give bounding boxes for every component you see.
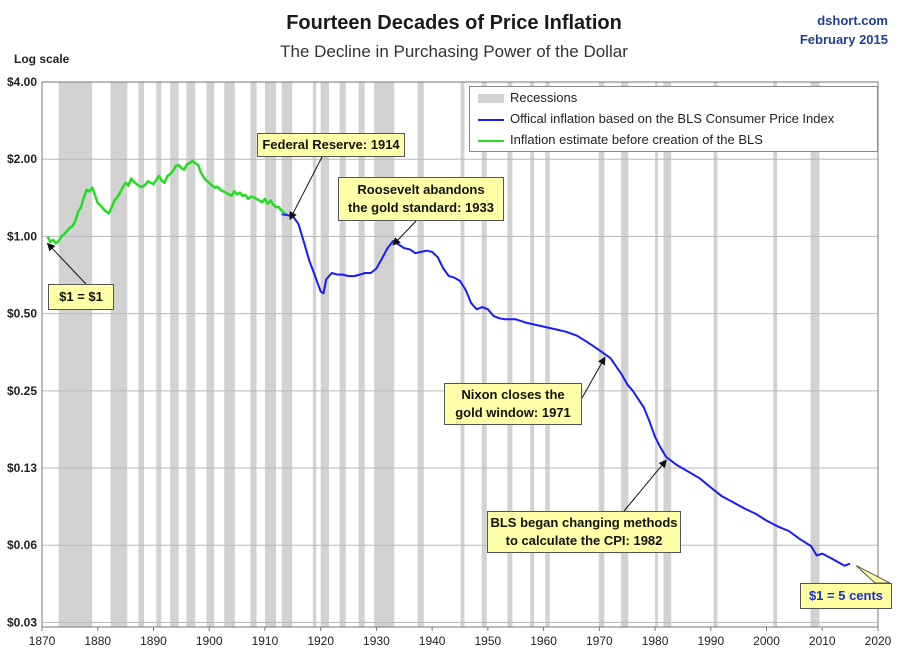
x-tick-label: 1920: [307, 634, 334, 648]
x-tick-label: 1900: [196, 634, 223, 648]
callout-roosevelt-line1: Roosevelt abandons: [357, 182, 485, 197]
recession-band-11: [312, 82, 317, 627]
y-tick-label: $0.13: [7, 461, 37, 475]
x-tick-label: 1910: [252, 634, 279, 648]
series-line-estimate: [46, 159, 288, 245]
callout-five-cents: $1 = 5 cents: [800, 583, 892, 609]
recession-band-5: [186, 82, 196, 627]
arrow-nixon: [581, 356, 606, 399]
x-tick-label: 1950: [475, 634, 502, 648]
recession-band-22: [598, 82, 605, 627]
x-tick-label: 1980: [642, 634, 669, 648]
callout-one-dollar: $1 = $1: [48, 284, 114, 310]
chart-subtitle: The Decline in Purchasing Power of the D…: [280, 42, 628, 61]
x-tick-label: 1930: [363, 634, 390, 648]
y-scale-note: Log scale: [14, 52, 70, 66]
legend-label-recessions: Recessions: [510, 90, 578, 105]
recession-band-23: [621, 82, 629, 627]
recession-band-14: [358, 82, 365, 627]
recession-band-12: [320, 82, 330, 627]
recession-band-1: [110, 82, 128, 627]
plot-area: [41, 81, 879, 628]
legend-label-estimate: Inflation estimate before creation of th…: [510, 132, 763, 147]
recession-band-26: [713, 82, 718, 627]
recession-band-10: [281, 82, 293, 627]
recession-band-19: [507, 82, 513, 627]
y-axis-ticks: $4.00 $2.00 $1.00 $0.50 $0.25 $0.13 $0.06 $0.03: [7, 75, 37, 629]
y-tick-label: $0.03: [7, 615, 37, 629]
brand-block: dshort.com February 2015: [800, 11, 888, 49]
callout-bls-line1: BLS began changing methods: [490, 515, 678, 530]
recession-band-9: [264, 82, 277, 627]
grid-lines: [42, 81, 878, 623]
x-tick-label: 1940: [419, 634, 446, 648]
recession-band-28: [810, 82, 820, 627]
series-lines: [46, 159, 851, 567]
x-tick-label: 1960: [530, 634, 557, 648]
arrow-bls: [623, 459, 667, 512]
y-tick-label: $1.00: [7, 229, 37, 243]
recession-band-25: [663, 82, 672, 627]
x-tick-label: 1870: [29, 634, 56, 648]
x-axis-ticks: 1870 1880 1890 1900 1910 1920 1930 1940 1950 1960…: [29, 627, 892, 648]
y-tick-label: $0.06: [7, 538, 37, 552]
x-tick-label: 2010: [809, 634, 836, 648]
callout-five-cents-pointer: [855, 565, 891, 584]
recession-bands: [58, 82, 820, 627]
x-tick-label: 1970: [586, 634, 613, 648]
legend-swatch-official: [478, 119, 504, 121]
y-tick-label: $2.00: [7, 152, 37, 166]
recession-band-3: [156, 82, 162, 627]
chart-title: Fourteen Decades of Price Inflation: [286, 12, 622, 34]
x-tick-label: 1890: [140, 634, 167, 648]
arrow-roosevelt: [392, 220, 417, 246]
legend-swatch-estimate: [478, 140, 504, 142]
y-tick-label: $4.00: [7, 75, 37, 89]
callout-bls-line2: to calculate the CPI: 1982: [505, 533, 663, 548]
legend-label-official: Offical inflation based on the BLS Consu…: [510, 111, 835, 126]
callout-nixon: Nixon closes the gold window: 1971: [444, 383, 582, 425]
recession-band-13: [339, 82, 346, 627]
recession-band-16: [417, 82, 424, 627]
recession-band-27: [773, 82, 778, 627]
recession-band-20: [530, 82, 535, 627]
callout-nixon-line2: gold window: 1971: [455, 405, 571, 420]
callout-roosevelt-line2: the gold standard: 1933: [348, 200, 494, 215]
recession-band-4: [170, 82, 179, 627]
brand-name: dshort.com: [817, 13, 888, 28]
recession-band-2: [138, 82, 144, 627]
legend: Recessions Offical inflation based on th…: [469, 86, 878, 152]
recession-band-17: [460, 82, 465, 627]
x-tick-label: 1880: [84, 634, 111, 648]
recession-band-24: [655, 82, 658, 627]
y-tick-label: $0.25: [7, 384, 37, 398]
chart-date: February 2015: [799, 32, 888, 47]
x-tick-label: 1990: [697, 634, 724, 648]
recession-band-7: [224, 82, 235, 627]
callout-roosevelt: Roosevelt abandons the gold standard: 19…: [338, 177, 504, 221]
recession-band-8: [250, 82, 257, 627]
legend-swatch-recessions: [478, 94, 504, 103]
x-tick-label: 2000: [753, 634, 780, 648]
recession-band-0: [58, 82, 93, 627]
callout-nixon-line1: Nixon closes the: [461, 387, 565, 402]
arrow-one-dollar: [46, 242, 87, 285]
y-tick-label: $0.50: [7, 307, 37, 321]
recession-band-21: [545, 82, 550, 627]
callout-federal-reserve: Federal Reserve: 1914: [257, 133, 405, 157]
recession-band-6: [206, 82, 215, 627]
recession-band-18: [481, 82, 487, 627]
callout-bls: BLS began changing methods to calculate …: [487, 511, 681, 553]
series-line-official: [281, 213, 851, 567]
annotation-arrows: [46, 156, 891, 584]
x-tick-label: 2020: [865, 634, 892, 648]
arrow-federal-reserve: [289, 156, 323, 221]
